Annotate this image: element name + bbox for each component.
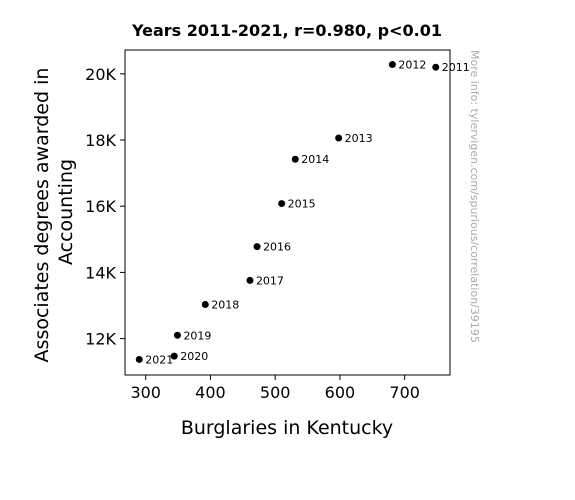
data-point-label: 2016 (263, 241, 291, 254)
data-point (173, 331, 181, 339)
data-point-label: 2020 (180, 350, 208, 363)
watermark: More info: tylervigen.com/spurious/corre… (468, 50, 481, 343)
plot-area (124, 49, 451, 376)
data-point (135, 355, 143, 363)
data-point-label: 2019 (183, 329, 211, 342)
y-tick-label: 16K (85, 197, 116, 216)
data-point (291, 155, 299, 163)
y-axis: 12K 14K 16K 18K 20K (85, 65, 125, 349)
data-point (432, 63, 440, 71)
y-axis-label-line-2: Accounting (55, 159, 77, 265)
y-axis-label: Associates degrees awarded in Accounting (31, 62, 77, 363)
x-axis: 300 400 500 600 700 (130, 375, 420, 402)
y-tick-label: 20K (85, 65, 116, 84)
data-points: 2011 2012 2013 2014 2015 2016 2017 2018 2019 2020… (135, 59, 470, 366)
data-point-label: 2013 (345, 132, 373, 145)
y-axis-label-line-1: Associates degrees awarded in (31, 68, 53, 363)
x-tick-label: 500 (260, 383, 291, 402)
data-point-label: 2021 (145, 353, 173, 366)
y-tick-label: 14K (85, 263, 116, 282)
data-point (170, 352, 178, 360)
x-tick-label: 400 (195, 383, 226, 402)
data-point-label: 2017 (256, 274, 284, 287)
data-point (201, 301, 209, 309)
y-tick-label: 18K (85, 131, 116, 150)
x-tick-label: 600 (325, 383, 356, 402)
data-point (278, 200, 286, 208)
data-point-label: 2011 (442, 61, 470, 74)
data-point (388, 61, 396, 69)
data-point-label: 2014 (301, 153, 329, 166)
x-tick-label: 700 (389, 383, 420, 402)
chart-title: Years 2011-2021, r=0.980, p<0.01 (131, 21, 442, 40)
x-tick-label: 300 (130, 383, 161, 402)
data-point (246, 276, 254, 284)
y-tick-label: 12K (85, 330, 116, 349)
data-point-label: 2018 (211, 299, 239, 312)
data-point (335, 134, 343, 142)
data-point-label: 2012 (398, 59, 426, 72)
data-point (253, 243, 261, 251)
data-point-label: 2015 (288, 198, 316, 211)
x-axis-label: Burglaries in Kentucky (181, 417, 393, 439)
